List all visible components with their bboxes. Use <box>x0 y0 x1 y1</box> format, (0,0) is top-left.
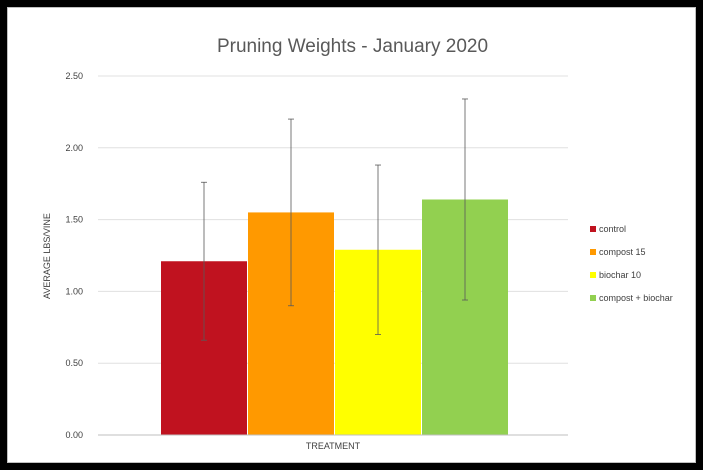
bars <box>161 199 508 435</box>
legend-item: biochar 10 <box>590 270 641 280</box>
legend-swatch <box>590 226 596 232</box>
y-tick-label: 0.00 <box>65 430 83 440</box>
x-axis-label: TREATMENT <box>306 441 361 451</box>
legend-item: compost + biochar <box>590 293 673 303</box>
legend-swatch <box>590 295 596 301</box>
y-tick-label: 0.50 <box>65 358 83 368</box>
error-bar <box>288 118 294 307</box>
legend-item: control <box>590 224 626 234</box>
y-tick-label: 2.00 <box>65 143 83 153</box>
legend-swatch <box>590 272 596 278</box>
chart-title: Pruning Weights - January 2020 <box>216 36 489 57</box>
legend-item: compost 15 <box>590 247 646 257</box>
bar-chart: 0.00 0.50 1.00 1.50 2.00 2.50 TREATMENT AVERA… <box>42 71 673 451</box>
error-bar <box>375 164 381 335</box>
legend-swatch <box>590 249 596 255</box>
chart-frame: Pruning Weights - January 2020 0.00 0.50 1… <box>7 7 696 463</box>
legend-label: biochar 10 <box>599 270 641 280</box>
legend: control compost 15 biochar 10 compost + bio… <box>590 224 673 303</box>
legend-label: compost + biochar <box>599 293 673 303</box>
error-bar <box>201 181 207 341</box>
error-bars <box>201 98 468 341</box>
error-bar <box>462 98 468 301</box>
y-tick-label: 1.00 <box>65 286 83 296</box>
y-tick-labels: 0.00 0.50 1.00 1.50 2.00 2.50 <box>65 71 83 440</box>
y-tick-label: 2.50 <box>65 71 83 81</box>
legend-label: compost 15 <box>599 247 646 257</box>
y-axis-label: AVERAGE LBS/VINE <box>42 213 52 299</box>
legend-label: control <box>599 224 626 234</box>
y-tick-label: 1.50 <box>65 215 83 225</box>
